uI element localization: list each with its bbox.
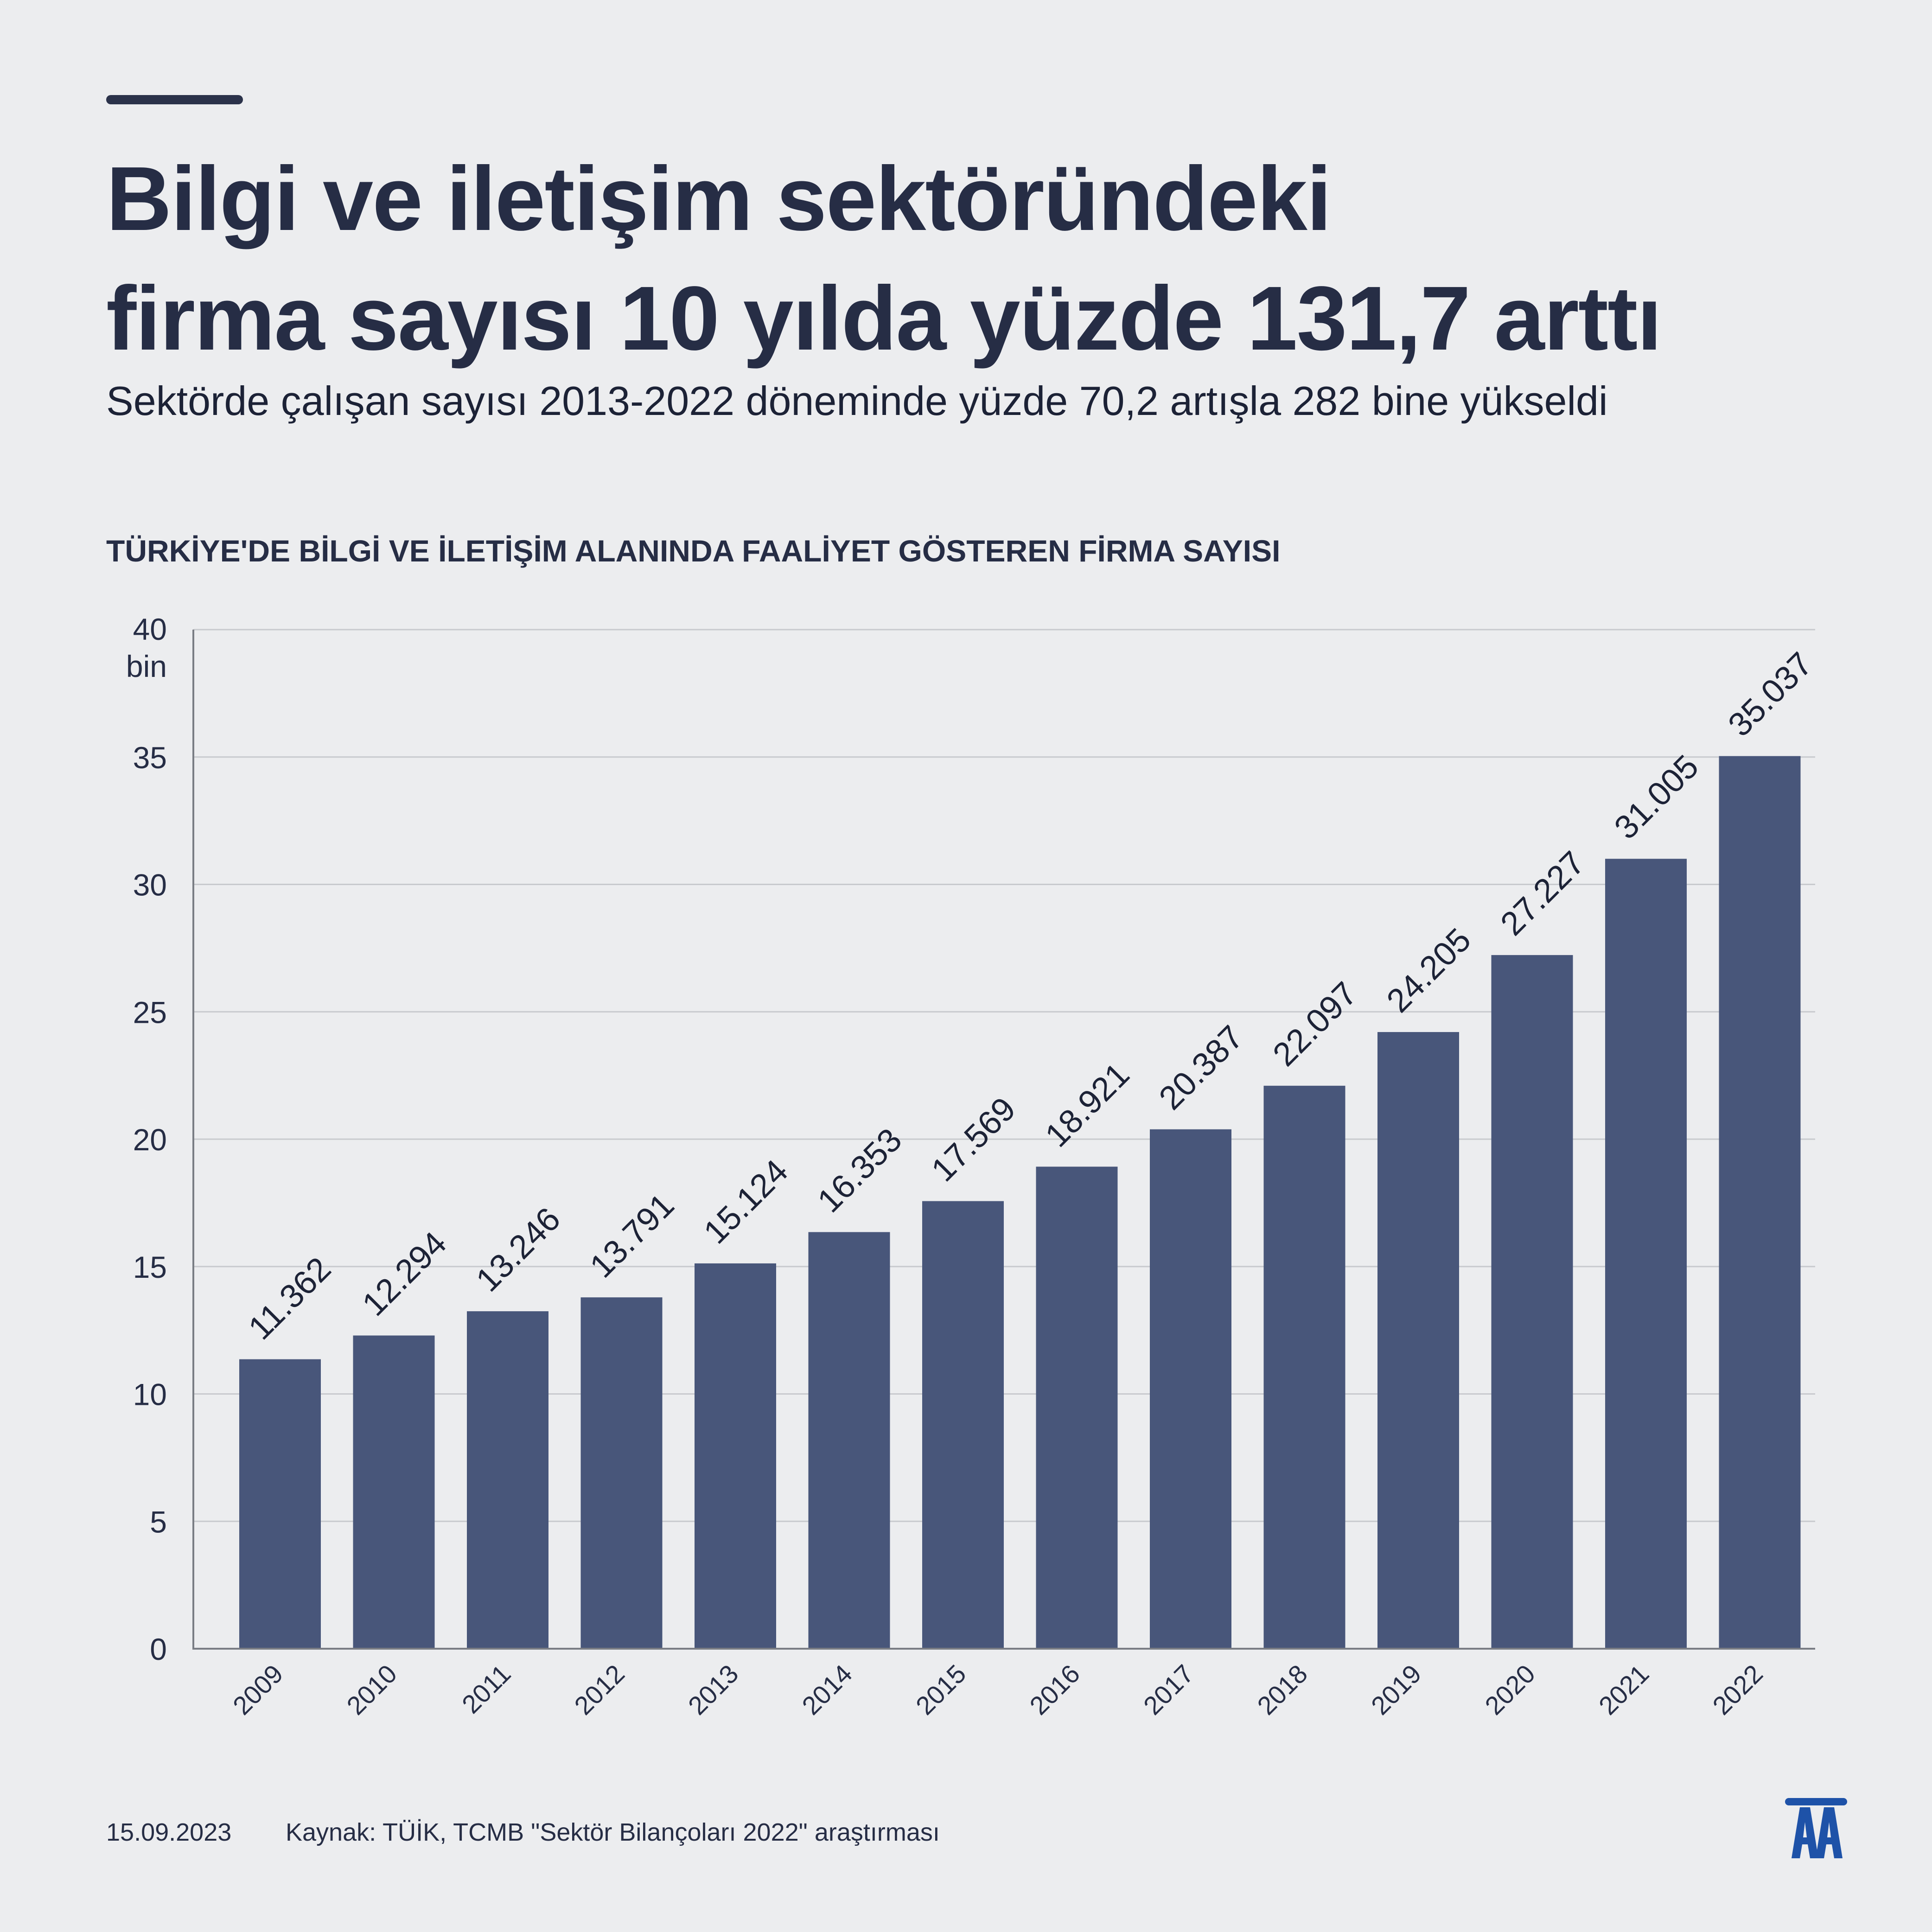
data-label: 12.294	[355, 1224, 453, 1323]
title-line-1: Bilgi ve iletişim sektöründeki	[106, 148, 1332, 249]
bar-2022	[1719, 756, 1801, 1649]
y-tick-label: 10	[133, 1377, 167, 1412]
page-title: Bilgi ve iletişim sektöründeki firma say…	[106, 139, 1822, 378]
y-tick-label: 25	[133, 995, 167, 1029]
data-label: 16.353	[810, 1121, 909, 1219]
bar-2021	[1605, 859, 1687, 1649]
axes	[192, 630, 1815, 1650]
x-tick-label: 2014	[796, 1659, 858, 1721]
x-tick-label: 2013	[682, 1659, 744, 1721]
data-label: 13.246	[469, 1200, 567, 1299]
bar-2015	[922, 1201, 1004, 1649]
y-tick-label: 0	[150, 1632, 167, 1666]
data-label: 22.097	[1266, 975, 1364, 1073]
x-tick-label: 2021	[1593, 1659, 1655, 1721]
y-tick-label: 20	[133, 1122, 167, 1157]
x-tick-label: 2009	[227, 1659, 289, 1721]
bar-2019	[1377, 1032, 1459, 1649]
footer-date: 15.09.2023	[106, 1818, 232, 1846]
aa-logo-icon	[1785, 1798, 1847, 1858]
data-label: 35.037	[1721, 645, 1819, 744]
bar-2014	[808, 1232, 890, 1649]
x-tick-label: 2020	[1479, 1659, 1541, 1721]
x-tick-label: 2012	[568, 1659, 630, 1721]
y-tick-label: 15	[133, 1250, 167, 1284]
y-tick-label: 30	[133, 868, 167, 902]
bar-2010	[353, 1335, 435, 1649]
y-tick-label: 40	[133, 612, 167, 646]
subtitle: Sektörde çalışan sayısı 2013-2022 dönemi…	[106, 378, 1608, 424]
x-tick-label: 2011	[456, 1659, 516, 1719]
x-tick-label: 2017	[1138, 1659, 1199, 1721]
y-tick-label: 5	[150, 1505, 167, 1539]
data-label: 27.227	[1493, 844, 1592, 943]
bar-2017	[1150, 1129, 1231, 1649]
bar-2020	[1491, 955, 1573, 1649]
bar-2013	[695, 1263, 776, 1649]
data-label: 20.387	[1152, 1019, 1250, 1117]
x-tick-label: 2016	[1024, 1659, 1085, 1721]
data-label: 13.791	[583, 1186, 681, 1285]
bar-2012	[580, 1297, 663, 1649]
chart-heading: TÜRKİYE'DE BİLGİ VE İLETİŞİM ALANINDA FA…	[106, 534, 1281, 568]
title-accent-bar	[106, 95, 243, 104]
footer-source: Kaynak: TÜİK, TCMB "Sektör Bilançoları 2…	[286, 1818, 940, 1846]
data-label: 31.005	[1607, 748, 1706, 846]
bar-2018	[1263, 1085, 1345, 1649]
bars	[239, 756, 1801, 1649]
y-tick-label: 35	[133, 740, 167, 775]
title-line-2: firma sayısı 10 yılda yüzde 131,7 arttı	[106, 268, 1662, 369]
y-unit-label: bin	[126, 649, 167, 683]
x-tick-label: 2019	[1365, 1659, 1427, 1721]
x-tick-label: 2018	[1251, 1659, 1313, 1721]
bar-2009	[239, 1359, 321, 1649]
data-labels: 11.362 12.294 13.246 13.791 15.124 16.353 17.5…	[242, 645, 1820, 1347]
data-label: 24.205	[1380, 921, 1478, 1020]
bar-2011	[467, 1311, 548, 1649]
bar-2016	[1036, 1167, 1118, 1649]
x-tick-label: 2022	[1707, 1659, 1768, 1721]
x-tick-label: 2015	[910, 1659, 972, 1721]
data-label: 11.362	[242, 1250, 338, 1347]
x-tick-label: 2010	[341, 1659, 402, 1721]
data-label: 15.124	[697, 1153, 795, 1251]
